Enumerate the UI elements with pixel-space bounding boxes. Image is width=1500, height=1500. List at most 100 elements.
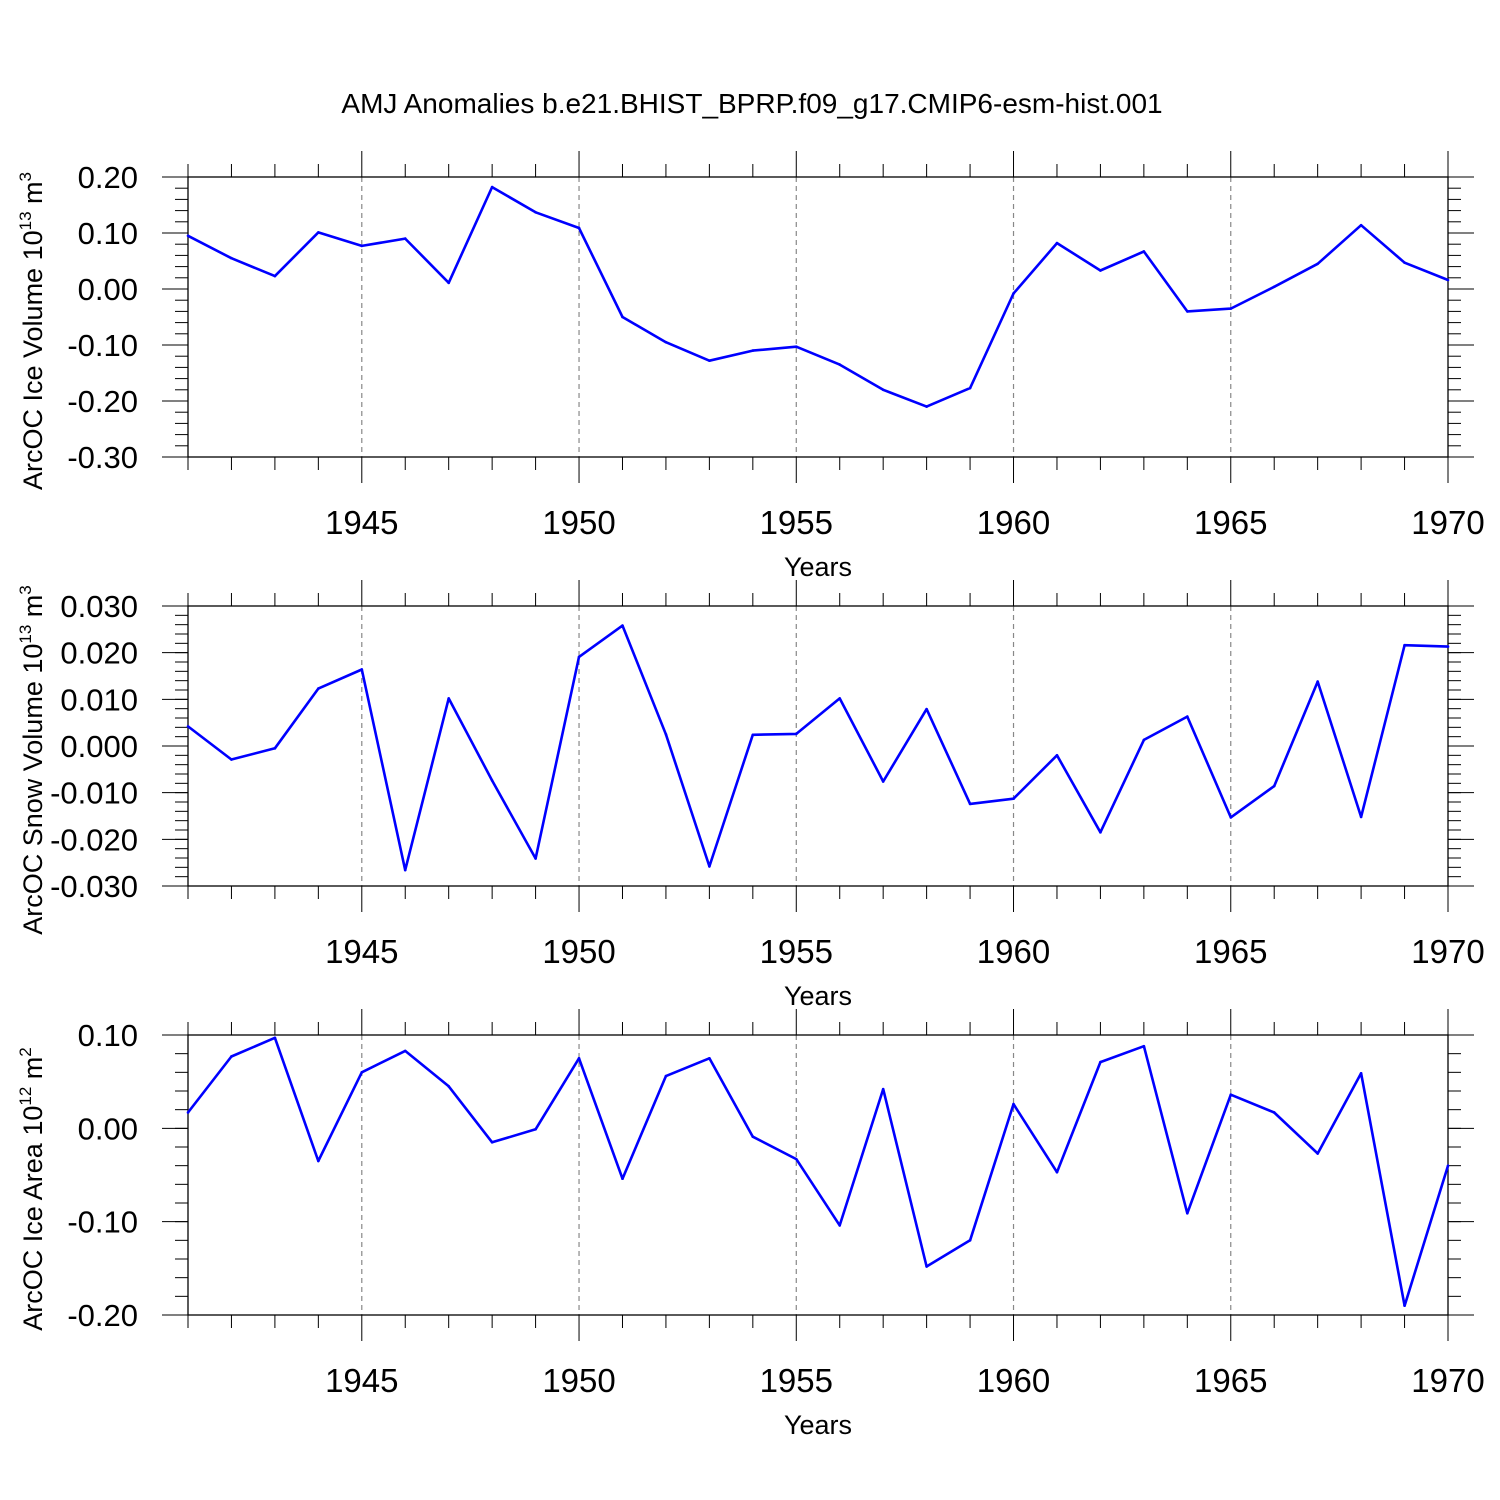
x-tick-label: 1950	[542, 933, 615, 970]
data-point	[230, 758, 233, 761]
data-point	[621, 1177, 624, 1181]
data-point	[1446, 645, 1450, 648]
data-point	[838, 363, 842, 366]
data-point	[881, 1087, 885, 1091]
data-point	[1272, 285, 1276, 289]
data-point	[925, 405, 928, 408]
data-point	[447, 697, 450, 700]
data-point	[1316, 680, 1319, 683]
y-tick-label: -0.20	[67, 1298, 138, 1333]
y-label-text: ArcOC Ice Area 10	[18, 1106, 48, 1331]
data-point	[317, 1159, 320, 1163]
data-point	[925, 707, 928, 711]
data-point	[751, 349, 755, 352]
data-point	[621, 315, 624, 319]
data-point	[751, 733, 755, 737]
data-point	[1359, 223, 1363, 227]
data-point	[1446, 278, 1450, 282]
plot-frame	[187, 605, 1449, 887]
y-label-superscript: 3	[16, 172, 35, 181]
y-label-superscript: 12	[16, 1087, 35, 1106]
series-line	[186, 1036, 1450, 1307]
y-label-superscript: 2	[16, 1047, 35, 1056]
data-point	[230, 256, 233, 260]
panel-3: 0.10 0.00 -0.10 -0.20 1945 1950 1955 1960 1965 19…	[16, 1009, 1485, 1440]
data-point	[534, 210, 537, 214]
figure-title: AMJ Anomalies b.e21.BHIST_BPRP.f09_g17.C…	[341, 88, 1162, 119]
x-tick-label: 1970	[1411, 1362, 1484, 1399]
data-point	[794, 1157, 798, 1161]
y-tick-label: 0.000	[60, 729, 138, 764]
data-point	[794, 345, 798, 348]
data-point	[1446, 1164, 1450, 1167]
x-tick-label: 1965	[1194, 933, 1267, 970]
data-point	[1099, 269, 1102, 272]
data-point	[577, 226, 581, 230]
data-point	[1359, 815, 1363, 819]
data-point	[838, 697, 842, 700]
y-tick-label: -0.30	[67, 440, 138, 475]
data-point	[403, 1049, 407, 1053]
data-point	[1012, 292, 1015, 295]
y-label-text: m	[18, 181, 48, 211]
data-point	[403, 868, 407, 872]
plot-frame	[187, 1034, 1449, 1316]
x-tick-label: 1955	[760, 933, 833, 970]
data-point	[838, 1224, 842, 1227]
x-tick-label: 1945	[325, 1362, 398, 1399]
data-point	[708, 865, 711, 868]
data-point	[1403, 1304, 1406, 1307]
data-point	[490, 1141, 494, 1144]
y-tick-label: 0.20	[78, 160, 138, 195]
data-point	[664, 733, 668, 736]
data-point	[1142, 250, 1146, 253]
data-point	[881, 780, 885, 783]
data-point	[664, 1074, 668, 1078]
y-label-superscript: 3	[16, 585, 35, 594]
y-tick-label: 0.010	[60, 682, 138, 717]
y-tick-label: 0.030	[60, 589, 138, 624]
x-tick-label: 1970	[1411, 933, 1484, 970]
y-tick-label: 0.10	[78, 216, 138, 251]
data-point	[230, 1055, 233, 1058]
data-point	[186, 1111, 190, 1114]
x-tick-label: 1965	[1194, 1362, 1267, 1399]
x-tick-label: 1965	[1194, 504, 1267, 541]
data-point	[1229, 1093, 1233, 1097]
data-point	[968, 1239, 972, 1242]
data-point	[1403, 643, 1406, 647]
x-axis-label: Years	[784, 552, 852, 582]
data-point	[1272, 1111, 1276, 1114]
data-point	[360, 668, 364, 671]
data-point	[534, 857, 537, 860]
x-tick-label: 1945	[325, 933, 398, 970]
data-point	[577, 1057, 581, 1060]
x-tick-label: 1955	[760, 504, 833, 541]
y-label-text: ArcOC Snow Volume 10	[18, 644, 48, 935]
x-tick-label: 1960	[977, 933, 1050, 970]
data-point	[708, 1057, 711, 1060]
x-tick-label: 1955	[760, 1362, 833, 1399]
y-tick-label: -0.10	[67, 1205, 138, 1240]
x-axis-label: Years	[784, 1410, 852, 1440]
data-point	[1359, 1071, 1363, 1075]
data-point	[490, 185, 494, 189]
y-label-superscript: 13	[16, 625, 35, 644]
y-tick-label: -0.010	[50, 776, 138, 811]
data-point	[534, 1127, 537, 1131]
x-tick-label: 1960	[977, 1362, 1050, 1399]
data-point	[1142, 1044, 1146, 1048]
data-point	[664, 340, 668, 344]
y-label-superscript: 13	[16, 211, 35, 230]
data-point	[881, 388, 885, 392]
y-axis-label: ArcOC Ice Area 1012 m2	[16, 1047, 48, 1331]
data-point	[186, 725, 190, 728]
data-point	[1229, 307, 1233, 310]
data-point	[794, 732, 798, 736]
y-label-text: m	[18, 595, 48, 625]
data-point	[708, 359, 711, 362]
x-tick-label: 1970	[1411, 504, 1484, 541]
y-tick-label: -0.10	[67, 328, 138, 363]
data-point	[1186, 1211, 1189, 1215]
